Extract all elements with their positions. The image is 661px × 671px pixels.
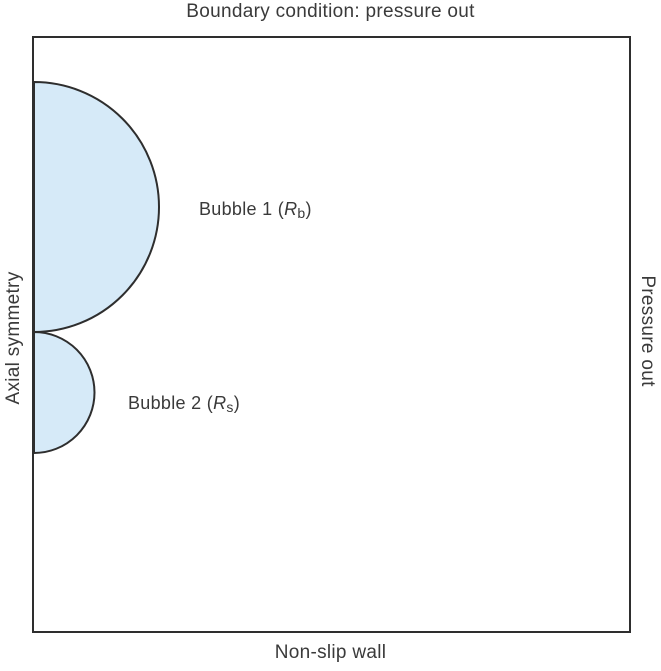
bubble-2-label-prefix: Bubble 2 (	[128, 393, 214, 413]
bubble-2-radius-symbol: R	[213, 393, 227, 413]
axial-symmetry-label: Axial symmetry	[3, 271, 24, 405]
bubble-1-label-prefix: Bubble 1 (	[199, 199, 285, 219]
domain-boundary-box	[32, 36, 631, 633]
non-slip-wall-label: Non-slip wall	[274, 642, 387, 663]
bubble-1-label: Bubble 1 (Rb)	[199, 199, 312, 221]
bubble-2-label: Bubble 2 (Rs)	[128, 393, 240, 415]
bubble-1-label-suffix: )	[305, 199, 312, 219]
bubble-1-radius-subscript: b	[297, 205, 306, 222]
figure-title: Boundary condition: pressure out	[186, 1, 475, 22]
bubble-2-radius-subscript: s	[226, 399, 234, 416]
bubble-1-radius-symbol: R	[284, 199, 298, 219]
pressure-out-label: Pressure out	[637, 275, 658, 387]
bubble-2-label-suffix: )	[233, 393, 240, 413]
